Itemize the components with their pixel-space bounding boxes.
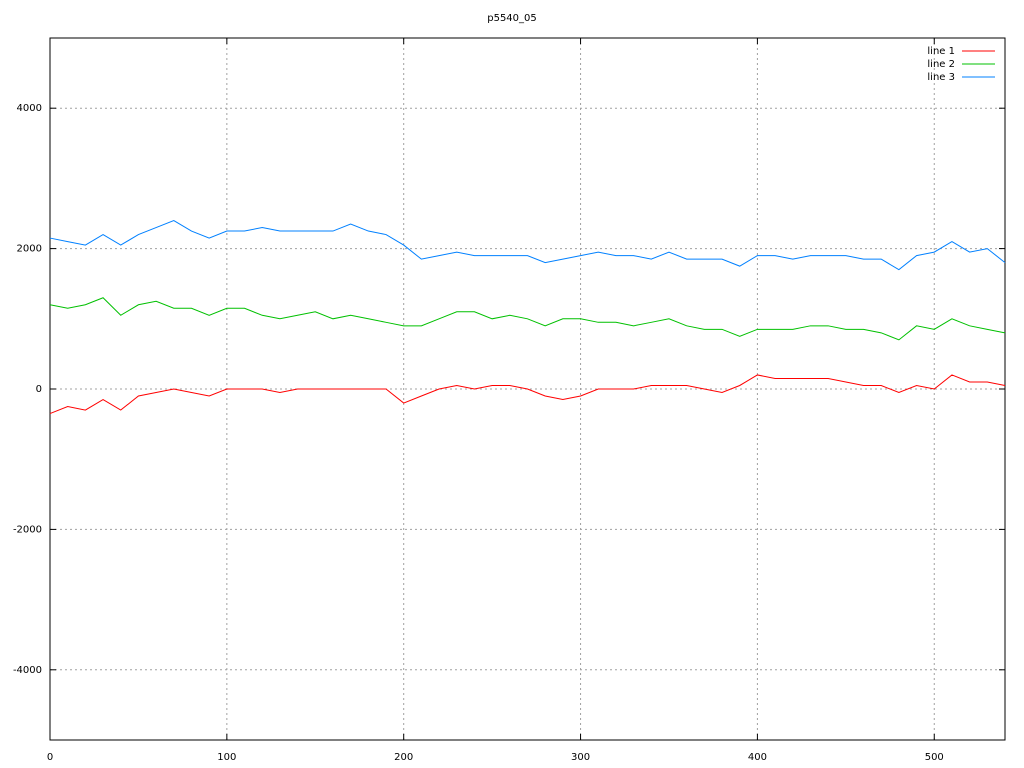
x-tick-label: 0 bbox=[47, 752, 53, 763]
plot-border bbox=[49, 37, 1006, 741]
x-tick-label: 300 bbox=[571, 752, 590, 763]
series-line bbox=[49, 297, 1006, 341]
y-tick-label: 4000 bbox=[17, 103, 42, 114]
x-tick-label: 100 bbox=[217, 752, 236, 763]
legend-label: line 1 bbox=[927, 46, 955, 57]
series-line bbox=[49, 219, 1006, 271]
y-tick-label: 2000 bbox=[17, 244, 42, 255]
x-tick-label: 200 bbox=[394, 752, 413, 763]
legend-label: line 2 bbox=[927, 59, 955, 70]
y-tick-label: 0 bbox=[36, 384, 42, 395]
x-tick-label: 400 bbox=[748, 752, 767, 763]
chart-title: p5540_05 bbox=[487, 13, 537, 24]
series-line bbox=[49, 374, 1006, 415]
x-tick-label: 500 bbox=[925, 752, 944, 763]
legend-label: line 3 bbox=[927, 72, 955, 83]
y-tick-label: -2000 bbox=[13, 524, 42, 535]
y-tick-label: -4000 bbox=[13, 665, 42, 676]
